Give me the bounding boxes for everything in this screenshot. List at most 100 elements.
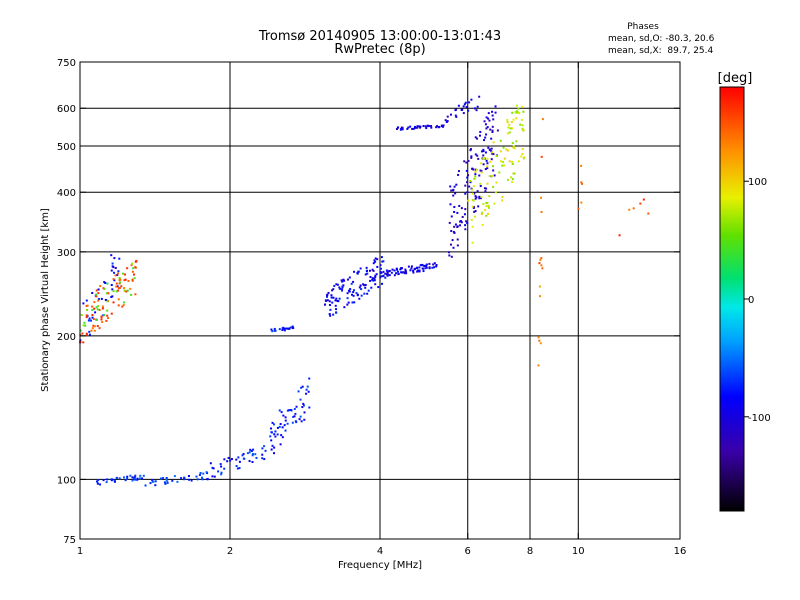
echo-point bbox=[372, 279, 375, 282]
echo-point bbox=[131, 476, 134, 479]
echo-point bbox=[455, 115, 458, 118]
echo-point bbox=[469, 149, 472, 152]
echo-point bbox=[281, 426, 284, 429]
echo-point bbox=[503, 164, 506, 167]
echo-point bbox=[433, 262, 436, 265]
echo-point bbox=[463, 213, 466, 216]
echo-point bbox=[507, 149, 510, 152]
echo-point bbox=[279, 443, 282, 446]
echo-point bbox=[205, 471, 208, 474]
echo-point bbox=[511, 127, 514, 130]
echo-point bbox=[478, 174, 481, 177]
echo-point bbox=[352, 294, 355, 297]
echo-point bbox=[113, 479, 116, 482]
echo-point bbox=[112, 301, 115, 304]
echo-point bbox=[496, 129, 499, 132]
x-tick-label: 2 bbox=[227, 546, 233, 557]
echo-point bbox=[103, 288, 106, 291]
echo-point bbox=[241, 454, 244, 457]
echo-point bbox=[93, 329, 96, 332]
echo-point bbox=[470, 156, 473, 159]
echo-point bbox=[416, 270, 419, 273]
grid-lines bbox=[80, 62, 680, 539]
echo-point bbox=[482, 202, 485, 205]
echo-point bbox=[123, 287, 126, 290]
echo-point bbox=[300, 386, 303, 389]
echo-point bbox=[107, 292, 110, 295]
echo-point bbox=[107, 317, 110, 320]
echo-point bbox=[381, 282, 384, 285]
echo-point bbox=[511, 160, 514, 163]
echo-point bbox=[498, 171, 501, 174]
echo-point bbox=[502, 146, 505, 149]
echo-point bbox=[467, 199, 470, 202]
echo-point bbox=[270, 448, 273, 451]
echo-point bbox=[464, 101, 467, 104]
echo-point bbox=[450, 189, 453, 192]
echo-point bbox=[97, 288, 100, 291]
echo-point bbox=[129, 287, 132, 290]
echo-point bbox=[363, 292, 366, 295]
echo-point bbox=[281, 436, 284, 439]
echo-point bbox=[489, 128, 492, 131]
echo-point bbox=[105, 481, 108, 484]
echo-point bbox=[100, 318, 103, 321]
echo-point bbox=[352, 280, 355, 283]
echo-point bbox=[369, 276, 372, 279]
echo-point bbox=[492, 141, 495, 144]
echo-point bbox=[113, 271, 116, 274]
echo-point bbox=[475, 137, 478, 140]
colorbar-tick-label: 100 bbox=[748, 177, 767, 188]
echo-point bbox=[242, 453, 245, 456]
x-tick-label: 6 bbox=[465, 546, 471, 557]
echo-point bbox=[452, 246, 455, 249]
echo-point bbox=[95, 289, 98, 292]
echo-point bbox=[88, 317, 91, 320]
echo-point bbox=[464, 192, 467, 195]
echo-point bbox=[431, 266, 434, 269]
echo-point bbox=[461, 108, 464, 111]
echo-point bbox=[491, 110, 494, 113]
echo-point bbox=[366, 292, 369, 295]
echo-point bbox=[432, 263, 435, 266]
echo-point bbox=[458, 204, 461, 207]
echo-point bbox=[466, 181, 469, 184]
echo-point bbox=[346, 292, 349, 295]
echo-point bbox=[485, 205, 488, 208]
echo-point bbox=[118, 257, 121, 260]
echo-point bbox=[381, 260, 384, 263]
echo-point bbox=[117, 287, 120, 290]
echo-point bbox=[374, 257, 377, 260]
echo-point bbox=[442, 124, 445, 127]
echo-point bbox=[114, 267, 117, 270]
echo-point bbox=[453, 225, 456, 228]
echo-point bbox=[511, 142, 514, 145]
echo-point bbox=[291, 421, 294, 424]
echo-point bbox=[513, 172, 516, 175]
echo-point bbox=[577, 207, 580, 210]
echo-point bbox=[415, 126, 418, 129]
echo-point bbox=[632, 207, 635, 210]
echo-point bbox=[85, 304, 88, 307]
echo-point bbox=[106, 282, 109, 285]
echo-point bbox=[464, 224, 467, 227]
echo-point bbox=[134, 260, 137, 263]
echo-point bbox=[511, 163, 514, 166]
echo-point bbox=[196, 478, 199, 481]
echo-point bbox=[464, 184, 467, 187]
echo-point bbox=[82, 324, 85, 327]
echo-point bbox=[539, 258, 542, 261]
echo-point bbox=[340, 279, 343, 282]
echo-point bbox=[273, 327, 276, 330]
echo-point bbox=[124, 479, 127, 482]
echo-point bbox=[273, 446, 276, 449]
echo-point bbox=[131, 479, 134, 482]
echo-point bbox=[130, 264, 133, 267]
echo-point bbox=[286, 327, 289, 330]
echo-point bbox=[445, 121, 448, 124]
echo-point bbox=[490, 147, 493, 150]
echo-point bbox=[486, 162, 489, 165]
echo-point bbox=[511, 180, 514, 183]
echo-point bbox=[440, 124, 443, 127]
echo-point bbox=[91, 327, 94, 330]
